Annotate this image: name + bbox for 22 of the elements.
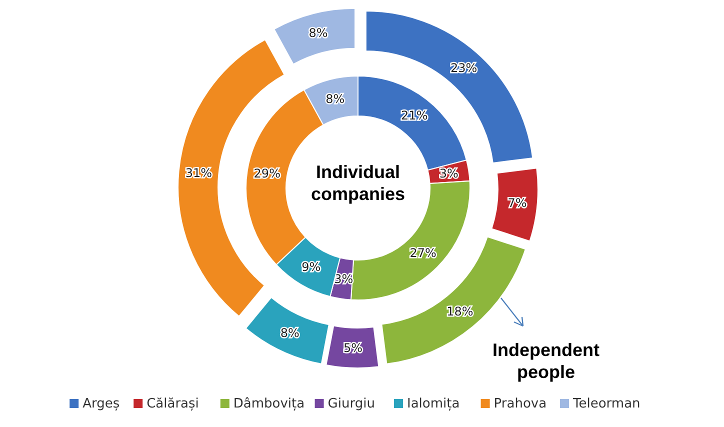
legend-label: Argeș [82,396,120,412]
data-label: 9% [302,260,321,274]
data-label: 27% [410,246,436,260]
slice-label: Independent people [492,340,600,382]
data-label: 31% [185,166,212,180]
data-label: 7% [508,196,527,210]
data-label: 3% [439,166,458,181]
legend-label: Ialomița [407,396,460,412]
data-label: 8% [280,326,300,340]
data-label: 18% [446,304,474,318]
legend-label: Teleorman [572,396,640,412]
legend-label: Giurgiu [328,396,375,412]
legend-label: Dâmbovița [233,396,305,412]
data-label: 29% [254,166,280,181]
data-label: 21% [401,108,428,122]
data-label: 5% [343,340,362,355]
legend-label: Prahova [494,396,547,412]
legend-label: Călărași [146,396,199,412]
slice-label: Individual companies [310,162,406,204]
data-label: 8% [326,92,345,106]
data-label: 23% [450,60,478,75]
data-label: 8% [308,26,328,40]
